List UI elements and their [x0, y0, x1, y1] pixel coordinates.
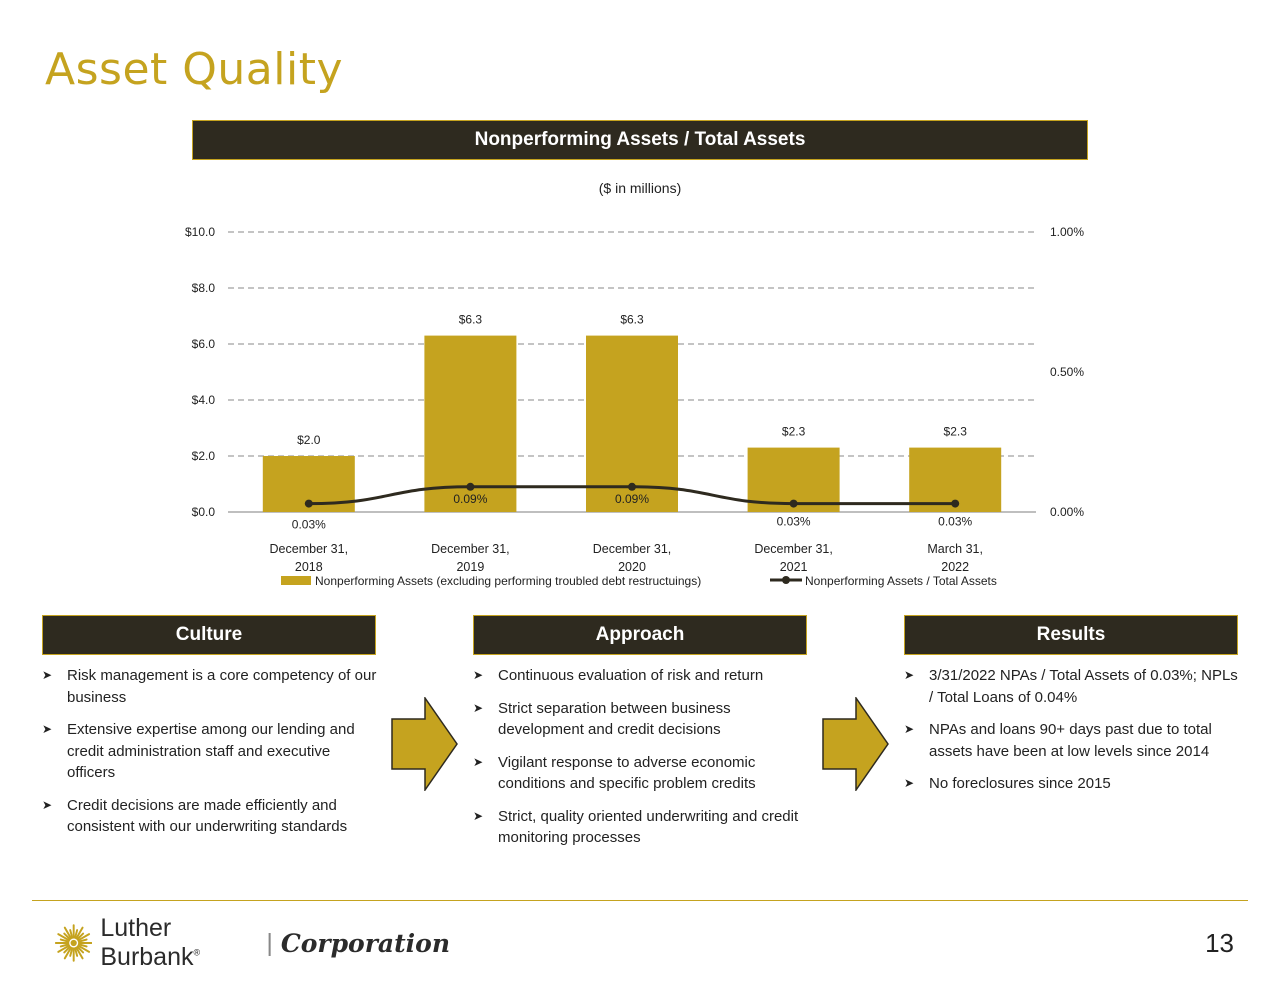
legend-swatch-point	[782, 576, 790, 584]
culture-bullet: Extensive expertise among our lending an…	[42, 719, 377, 784]
ratio-data-label: 0.09%	[615, 492, 649, 506]
sunburst-ray	[76, 945, 85, 954]
sunburst-ray	[69, 929, 74, 939]
bar-data-label: $2.3	[782, 425, 806, 439]
y-right-tick-label: 0.00%	[1050, 505, 1084, 519]
arrow-right-icon	[822, 697, 889, 791]
x-tick-label: 2018	[295, 560, 323, 574]
sunburst-logo-icon	[55, 924, 93, 962]
sunburst-ray	[57, 944, 71, 953]
culture-bullet: Risk management is a core competency of …	[42, 665, 377, 708]
culture-header: Culture	[42, 615, 376, 655]
y-left-tick-label: $6.0	[192, 337, 216, 351]
y-right-tick-label: 1.00%	[1050, 225, 1084, 239]
bar-data-label: $2.0	[297, 433, 321, 447]
sunburst-ray	[59, 938, 70, 943]
approach-list: Continuous evaluation of risk and return…	[473, 665, 803, 860]
legend-label-line: Nonperforming Assets / Total Assets	[805, 574, 997, 588]
sunburst-center	[70, 939, 77, 947]
sunburst-ray	[77, 944, 91, 953]
logo-separator: |	[266, 928, 273, 957]
approach-bullet: Strict, quality oriented underwriting an…	[473, 806, 803, 849]
chart-header: Nonperforming Assets / Total Assets	[192, 120, 1088, 160]
sunburst-ray	[75, 946, 84, 960]
approach-bullet: Strict separation between business devel…	[473, 698, 803, 741]
bar	[586, 335, 678, 512]
approach-bullet: Continuous evaluation of risk and return	[473, 665, 803, 687]
y-left-tick-label: $8.0	[192, 281, 216, 295]
sunburst-ray	[77, 938, 88, 943]
results-bullet: No foreclosures since 2015	[904, 773, 1238, 795]
company-logo: Luther Burbank® | Corporation	[55, 914, 450, 971]
sunburst-ray	[74, 947, 79, 957]
culture-bullet: Credit decisions are made efficiently an…	[42, 795, 377, 838]
sunburst-ray	[77, 943, 88, 948]
ratio-point	[951, 499, 960, 508]
bar-data-label: $6.3	[459, 313, 483, 327]
results-list: 3/31/2022 NPAs / Total Assets of 0.03%; …	[904, 665, 1238, 806]
sunburst-ray	[63, 926, 72, 940]
x-tick-label: December 31,	[593, 542, 672, 556]
approach-bullet: Vigilant response to adverse economic co…	[473, 752, 803, 795]
combo-chart: $0.0 $2.0 $4.0 $6.0 $8.0 $10.0 0.00% 0.50% 1.00%…	[185, 225, 1084, 588]
bar-data-label: $2.3	[944, 425, 968, 439]
legend-label-bars: Nonperforming Assets (excluding performi…	[315, 574, 701, 588]
bar	[424, 335, 517, 512]
chart-subtitle: ($ in millions)	[598, 180, 682, 196]
y-left-tick-label: $2.0	[192, 449, 216, 463]
x-tick-label: March 31,	[927, 542, 983, 556]
y-left-tick-label: $0.0	[192, 505, 216, 519]
page-number: 13	[1205, 928, 1234, 958]
arrow-right-icon	[391, 697, 458, 791]
sunburst-ray	[63, 945, 71, 954]
y-right-tick-label: 0.50%	[1050, 365, 1084, 379]
ratio-point	[466, 482, 475, 491]
bar-data-label: $6.3	[620, 313, 644, 327]
ratio-point	[628, 482, 636, 491]
x-tick-label: December 31,	[431, 542, 510, 556]
x-tick-label: 2019	[456, 560, 484, 574]
approach-header: Approach	[473, 615, 807, 655]
culture-list: Risk management is a core competency of …	[42, 665, 377, 849]
sunburst-ray	[77, 933, 91, 942]
sunburst-ray	[59, 943, 70, 948]
ratio-data-label: 0.03%	[938, 515, 972, 529]
y-left-tick-label: $4.0	[192, 393, 216, 407]
sunburst-ray	[76, 932, 85, 941]
logo-corporation: Corporation	[280, 928, 450, 958]
ratio-data-label: 0.09%	[453, 492, 487, 506]
footer-divider	[32, 900, 1248, 901]
results-bullet: 3/31/2022 NPAs / Total Assets of 0.03%; …	[904, 665, 1238, 708]
sunburst-ray	[74, 929, 79, 939]
ratio-point	[789, 499, 798, 508]
sunburst-ray	[63, 932, 71, 941]
sunburst-ray	[57, 933, 71, 942]
page-title: Asset Quality	[45, 44, 343, 95]
legend-swatch-bars	[281, 576, 311, 585]
sunburst-ray	[63, 946, 72, 960]
x-tick-label: 2021	[780, 560, 808, 574]
results-header: Results	[904, 615, 1238, 655]
logo-name: Luther Burbank®	[100, 914, 201, 971]
sunburst-ray	[69, 947, 74, 957]
sunburst-ray	[75, 926, 84, 940]
ratio-data-label: 0.03%	[292, 518, 326, 532]
results-bullet: NPAs and loans 90+ days past due to tota…	[904, 719, 1238, 762]
ratio-data-label: 0.03%	[777, 515, 811, 529]
x-tick-label: 2020	[618, 560, 646, 574]
y-left-tick-label: $10.0	[185, 225, 215, 239]
ratio-point	[304, 499, 313, 508]
x-tick-label: 2022	[941, 560, 969, 574]
x-tick-label: December 31,	[270, 542, 349, 556]
x-tick-label: December 31,	[754, 542, 833, 556]
